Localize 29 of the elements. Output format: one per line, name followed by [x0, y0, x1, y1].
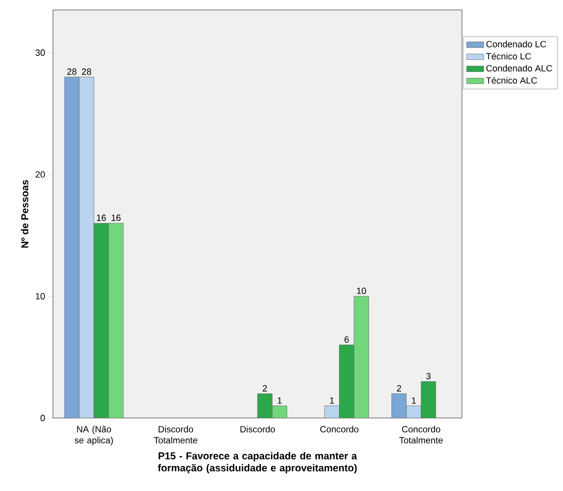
- y-tick-label: 30: [36, 49, 45, 56]
- data-label: 1: [412, 397, 416, 404]
- y-tick-label: 20: [36, 171, 45, 178]
- x-tick-label: Concordo Totalmente: [399, 426, 443, 444]
- data-label: 28: [82, 68, 92, 75]
- bar: [64, 76, 80, 418]
- bar: [391, 393, 407, 418]
- data-label: 1: [278, 397, 282, 404]
- x-tick-label: Concordo: [320, 426, 358, 432]
- legend-label: Técnico ALC: [486, 76, 538, 84]
- data-label: 10: [357, 288, 366, 294]
- data-label: 2: [396, 385, 402, 392]
- data-label: 6: [344, 336, 349, 343]
- legend-label: Condenado ALC: [486, 64, 552, 72]
- y-tick-label: 10: [36, 293, 45, 300]
- x-tick-label: Discordo: [240, 426, 275, 432]
- legend-label: Técnico LC: [486, 52, 532, 60]
- x-tick-label: NA (Não se aplica): [74, 426, 113, 446]
- y-tick-label: 0: [40, 414, 45, 422]
- data-label: 16: [96, 214, 106, 221]
- data-label: 2: [262, 385, 267, 392]
- y-axis-title: Nº de Pessoas: [20, 180, 28, 248]
- data-label: 16: [112, 214, 121, 221]
- x-tick-label: Discordo Totalmente: [154, 426, 198, 444]
- data-label: 1: [330, 397, 334, 404]
- legend-label: Condenado LC: [486, 40, 546, 48]
- x-axis-title: P15 - Favorece a capacidade de manter a formação (assiduidade e aproveitamento): [158, 452, 358, 474]
- data-label: 28: [67, 68, 76, 75]
- data-label: 3: [426, 372, 431, 380]
